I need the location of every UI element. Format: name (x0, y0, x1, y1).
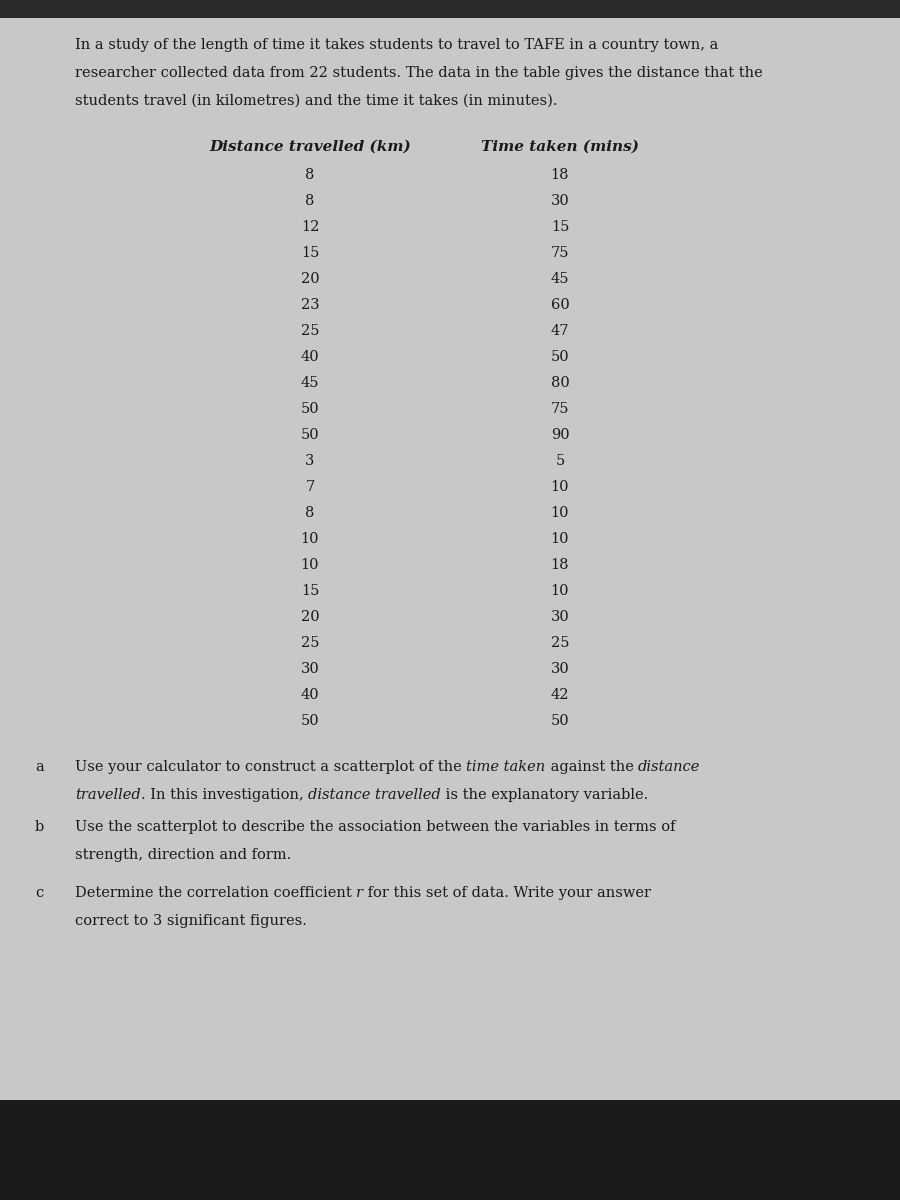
Text: 30: 30 (551, 610, 570, 624)
Text: correct to 3 significant figures.: correct to 3 significant figures. (75, 914, 307, 928)
Text: 10: 10 (551, 506, 569, 520)
Text: 10: 10 (301, 532, 320, 546)
Text: 50: 50 (551, 714, 570, 728)
Text: 10: 10 (301, 558, 320, 572)
Text: 50: 50 (301, 402, 320, 416)
Text: 30: 30 (551, 194, 570, 208)
Text: 42: 42 (551, 688, 569, 702)
Text: distance travelled: distance travelled (308, 788, 441, 802)
Text: against the: against the (545, 760, 638, 774)
Text: 45: 45 (551, 272, 569, 286)
Text: 80: 80 (551, 376, 570, 390)
Text: 23: 23 (301, 298, 320, 312)
Text: 25: 25 (301, 636, 320, 650)
Text: 20: 20 (301, 610, 320, 624)
Text: a: a (35, 760, 44, 774)
Text: is the explanatory variable.: is the explanatory variable. (441, 788, 648, 802)
Text: students travel (in kilometres) and the time it takes (in minutes).: students travel (in kilometres) and the … (75, 94, 557, 108)
Text: 30: 30 (301, 662, 320, 676)
Text: 40: 40 (301, 688, 320, 702)
Text: 90: 90 (551, 428, 570, 442)
Text: 75: 75 (551, 402, 569, 416)
Text: 75: 75 (551, 246, 569, 260)
Text: 10: 10 (551, 532, 569, 546)
Text: 25: 25 (301, 324, 320, 338)
Text: 8: 8 (305, 168, 315, 182)
Text: researcher collected data from 22 students. The data in the table gives the dist: researcher collected data from 22 studen… (75, 66, 763, 80)
Text: 20: 20 (301, 272, 320, 286)
Text: 15: 15 (301, 246, 320, 260)
Text: 60: 60 (551, 298, 570, 312)
Text: 10: 10 (551, 584, 569, 598)
Text: time taken: time taken (466, 760, 545, 774)
Text: 15: 15 (301, 584, 320, 598)
Text: for this set of data. Write your answer: for this set of data. Write your answer (364, 886, 652, 900)
Text: Use your calculator to construct a scatterplot of the: Use your calculator to construct a scatt… (75, 760, 466, 774)
Text: Determine the correlation coefficient: Determine the correlation coefficient (75, 886, 356, 900)
Text: b: b (35, 820, 44, 834)
Text: r: r (356, 886, 364, 900)
Text: distance: distance (638, 760, 700, 774)
Text: 40: 40 (301, 350, 320, 364)
Text: 18: 18 (551, 168, 569, 182)
Text: 25: 25 (551, 636, 569, 650)
Text: 8: 8 (305, 194, 315, 208)
Text: 10: 10 (551, 480, 569, 494)
Text: c: c (35, 886, 43, 900)
Text: . In this investigation,: . In this investigation, (140, 788, 308, 802)
Text: travelled: travelled (75, 788, 140, 802)
Text: Distance travelled (km): Distance travelled (km) (209, 140, 411, 154)
Bar (0, 0, 900, 18)
Text: In a study of the length of time it takes students to travel to TAFE in a countr: In a study of the length of time it take… (75, 38, 718, 52)
Text: 18: 18 (551, 558, 569, 572)
Text: 8: 8 (305, 506, 315, 520)
Text: 50: 50 (301, 714, 320, 728)
Text: 3: 3 (305, 454, 315, 468)
Text: strength, direction and form.: strength, direction and form. (75, 848, 292, 862)
Text: Use the scatterplot to describe the association between the variables in terms o: Use the scatterplot to describe the asso… (75, 820, 676, 834)
Text: 15: 15 (551, 220, 569, 234)
Text: 50: 50 (551, 350, 570, 364)
Text: 7: 7 (305, 480, 315, 494)
Text: 5: 5 (555, 454, 564, 468)
Text: Time taken (mins): Time taken (mins) (481, 140, 639, 154)
Text: 12: 12 (301, 220, 320, 234)
Text: 30: 30 (551, 662, 570, 676)
Text: 47: 47 (551, 324, 569, 338)
Text: 50: 50 (301, 428, 320, 442)
Bar (0, 1100, 900, 1200)
Text: 45: 45 (301, 376, 320, 390)
